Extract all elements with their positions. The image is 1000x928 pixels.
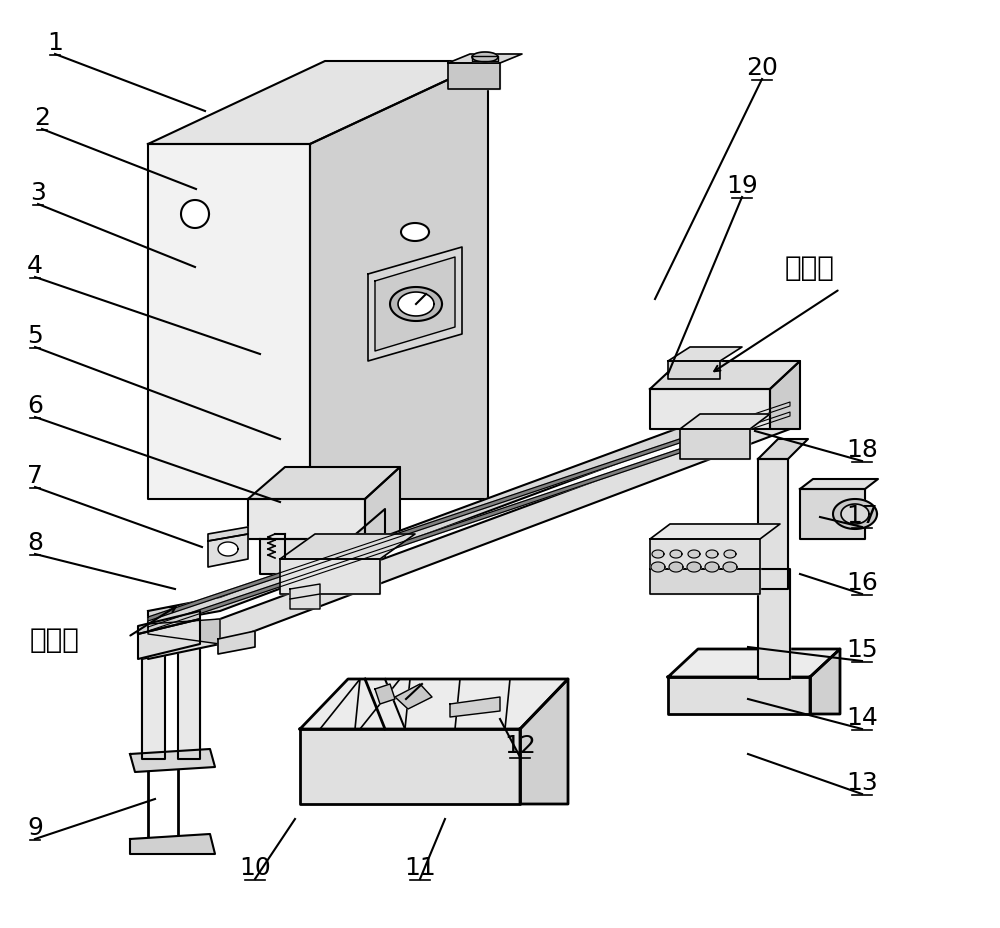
Polygon shape xyxy=(668,362,720,380)
Polygon shape xyxy=(395,684,432,709)
Polygon shape xyxy=(651,562,665,573)
Text: 13: 13 xyxy=(846,770,878,794)
Text: 11: 11 xyxy=(404,855,436,879)
Polygon shape xyxy=(368,248,462,362)
Polygon shape xyxy=(138,619,200,659)
Polygon shape xyxy=(472,53,498,63)
Polygon shape xyxy=(680,415,770,430)
Polygon shape xyxy=(208,535,248,567)
Polygon shape xyxy=(375,684,395,704)
Polygon shape xyxy=(248,468,400,499)
Polygon shape xyxy=(218,543,238,557)
Text: 17: 17 xyxy=(846,504,878,527)
Polygon shape xyxy=(650,524,780,539)
Polygon shape xyxy=(148,388,790,625)
Polygon shape xyxy=(800,489,865,539)
Polygon shape xyxy=(181,200,209,228)
Text: 2: 2 xyxy=(34,106,50,130)
Polygon shape xyxy=(398,292,434,316)
Polygon shape xyxy=(668,677,810,715)
Polygon shape xyxy=(770,362,800,430)
Polygon shape xyxy=(375,258,455,352)
Polygon shape xyxy=(138,612,200,635)
Polygon shape xyxy=(208,527,248,541)
Text: 7: 7 xyxy=(27,463,43,487)
Polygon shape xyxy=(350,509,385,574)
Polygon shape xyxy=(758,570,790,679)
Polygon shape xyxy=(448,64,500,90)
Polygon shape xyxy=(310,62,488,499)
Text: 19: 19 xyxy=(726,174,758,198)
Polygon shape xyxy=(142,654,165,759)
Polygon shape xyxy=(280,535,415,560)
Polygon shape xyxy=(248,499,365,539)
Polygon shape xyxy=(670,550,682,559)
Text: 14: 14 xyxy=(846,705,878,729)
Polygon shape xyxy=(650,362,800,390)
Polygon shape xyxy=(650,539,760,570)
Polygon shape xyxy=(650,390,770,430)
Text: 4: 4 xyxy=(27,253,43,277)
Text: 8: 8 xyxy=(27,531,43,554)
Polygon shape xyxy=(300,679,568,729)
Polygon shape xyxy=(723,562,737,573)
Polygon shape xyxy=(668,650,840,677)
Polygon shape xyxy=(810,650,840,715)
Text: 3: 3 xyxy=(30,181,46,205)
Text: 1: 1 xyxy=(47,31,63,55)
Polygon shape xyxy=(520,679,568,805)
Polygon shape xyxy=(260,539,350,574)
Polygon shape xyxy=(705,562,719,573)
Polygon shape xyxy=(148,409,790,659)
Polygon shape xyxy=(668,348,742,362)
Polygon shape xyxy=(290,585,320,610)
Polygon shape xyxy=(669,562,683,573)
Polygon shape xyxy=(218,631,255,654)
Text: 16: 16 xyxy=(846,571,878,594)
Text: 出料端: 出料端 xyxy=(785,253,835,282)
Polygon shape xyxy=(680,430,750,459)
Polygon shape xyxy=(841,505,869,524)
Polygon shape xyxy=(300,729,520,805)
Text: 12: 12 xyxy=(504,733,536,757)
Polygon shape xyxy=(148,619,220,644)
Polygon shape xyxy=(390,288,442,322)
Polygon shape xyxy=(280,560,380,594)
Polygon shape xyxy=(833,499,877,530)
Text: 15: 15 xyxy=(846,638,878,662)
Polygon shape xyxy=(652,550,664,559)
Polygon shape xyxy=(130,834,215,854)
Polygon shape xyxy=(148,62,488,145)
Polygon shape xyxy=(365,468,400,539)
Polygon shape xyxy=(148,413,790,631)
Polygon shape xyxy=(178,644,200,759)
Polygon shape xyxy=(130,749,215,772)
Polygon shape xyxy=(472,57,498,62)
Polygon shape xyxy=(148,403,790,622)
Text: 6: 6 xyxy=(27,393,43,418)
Polygon shape xyxy=(688,550,700,559)
Polygon shape xyxy=(758,440,808,459)
Polygon shape xyxy=(706,550,718,559)
Polygon shape xyxy=(724,550,736,559)
Text: 20: 20 xyxy=(746,56,778,80)
Polygon shape xyxy=(650,570,760,594)
Polygon shape xyxy=(148,145,310,499)
Polygon shape xyxy=(450,697,500,717)
Polygon shape xyxy=(687,562,701,573)
Text: 9: 9 xyxy=(27,815,43,839)
Text: 10: 10 xyxy=(239,855,271,879)
Text: 5: 5 xyxy=(27,324,43,348)
Polygon shape xyxy=(800,480,878,489)
Polygon shape xyxy=(758,459,788,589)
Text: 进料端: 进料端 xyxy=(30,625,80,653)
Polygon shape xyxy=(448,55,522,64)
Polygon shape xyxy=(401,224,429,241)
Text: 18: 18 xyxy=(846,437,878,461)
